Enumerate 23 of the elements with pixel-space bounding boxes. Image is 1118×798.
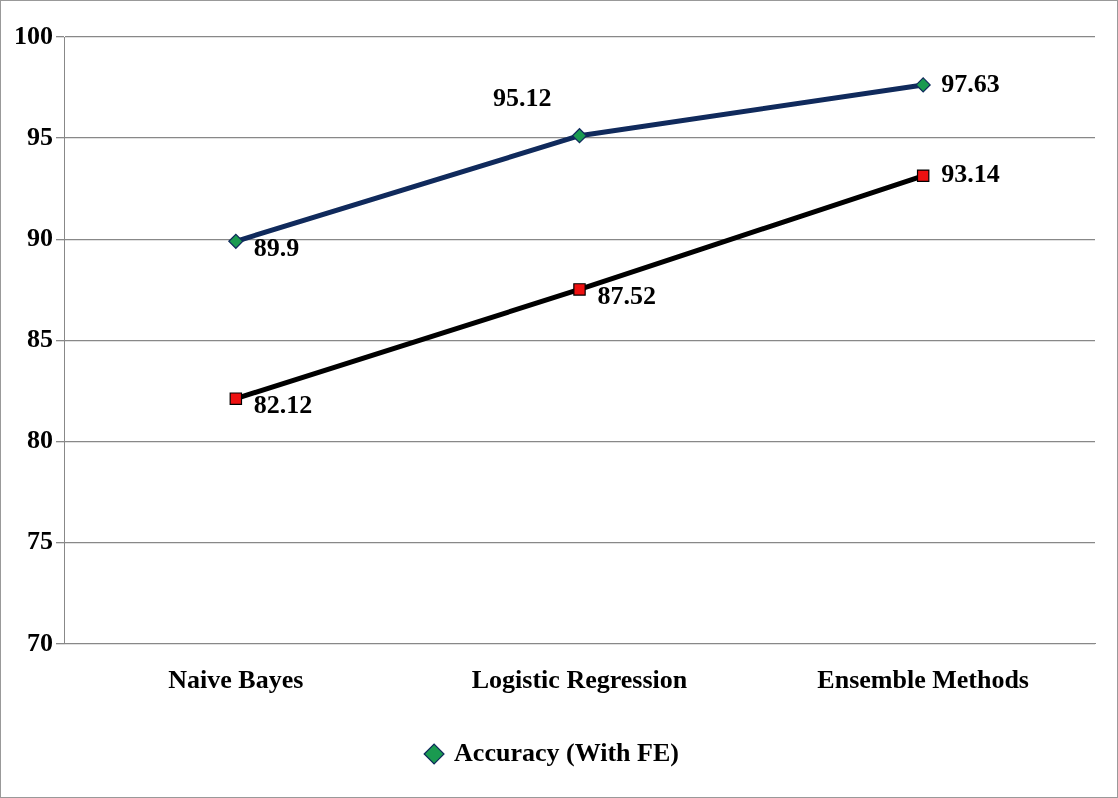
x-tick-label: Naive Bayes	[168, 665, 304, 695]
point	[229, 392, 243, 405]
data-label: 89.9	[253, 233, 300, 263]
x-tick-label: Logistic Regression	[471, 665, 688, 695]
data-label: 95.12	[493, 83, 552, 113]
data-label: 87.52	[597, 281, 656, 311]
point	[571, 128, 588, 144]
y-tick-label: 95	[27, 121, 53, 151]
y-tick-label: 100	[14, 20, 53, 50]
y-tick-label: 85	[27, 324, 53, 354]
y-tick-label: 75	[27, 526, 53, 556]
point	[916, 169, 930, 183]
data-label: 97.63	[941, 68, 1000, 98]
point	[915, 77, 931, 93]
y-tick-label: 90	[27, 222, 53, 252]
legend-label: Accuracy (With FE)	[454, 737, 679, 767]
y-tick-label: 70	[27, 627, 53, 657]
point	[228, 233, 244, 249]
y-tick-label: 80	[27, 425, 53, 455]
x-tick-label: Ensemble Methods	[817, 665, 1029, 695]
point	[573, 283, 586, 296]
data-label: 93.14	[941, 159, 1000, 189]
data-label: 82.12	[253, 390, 313, 420]
